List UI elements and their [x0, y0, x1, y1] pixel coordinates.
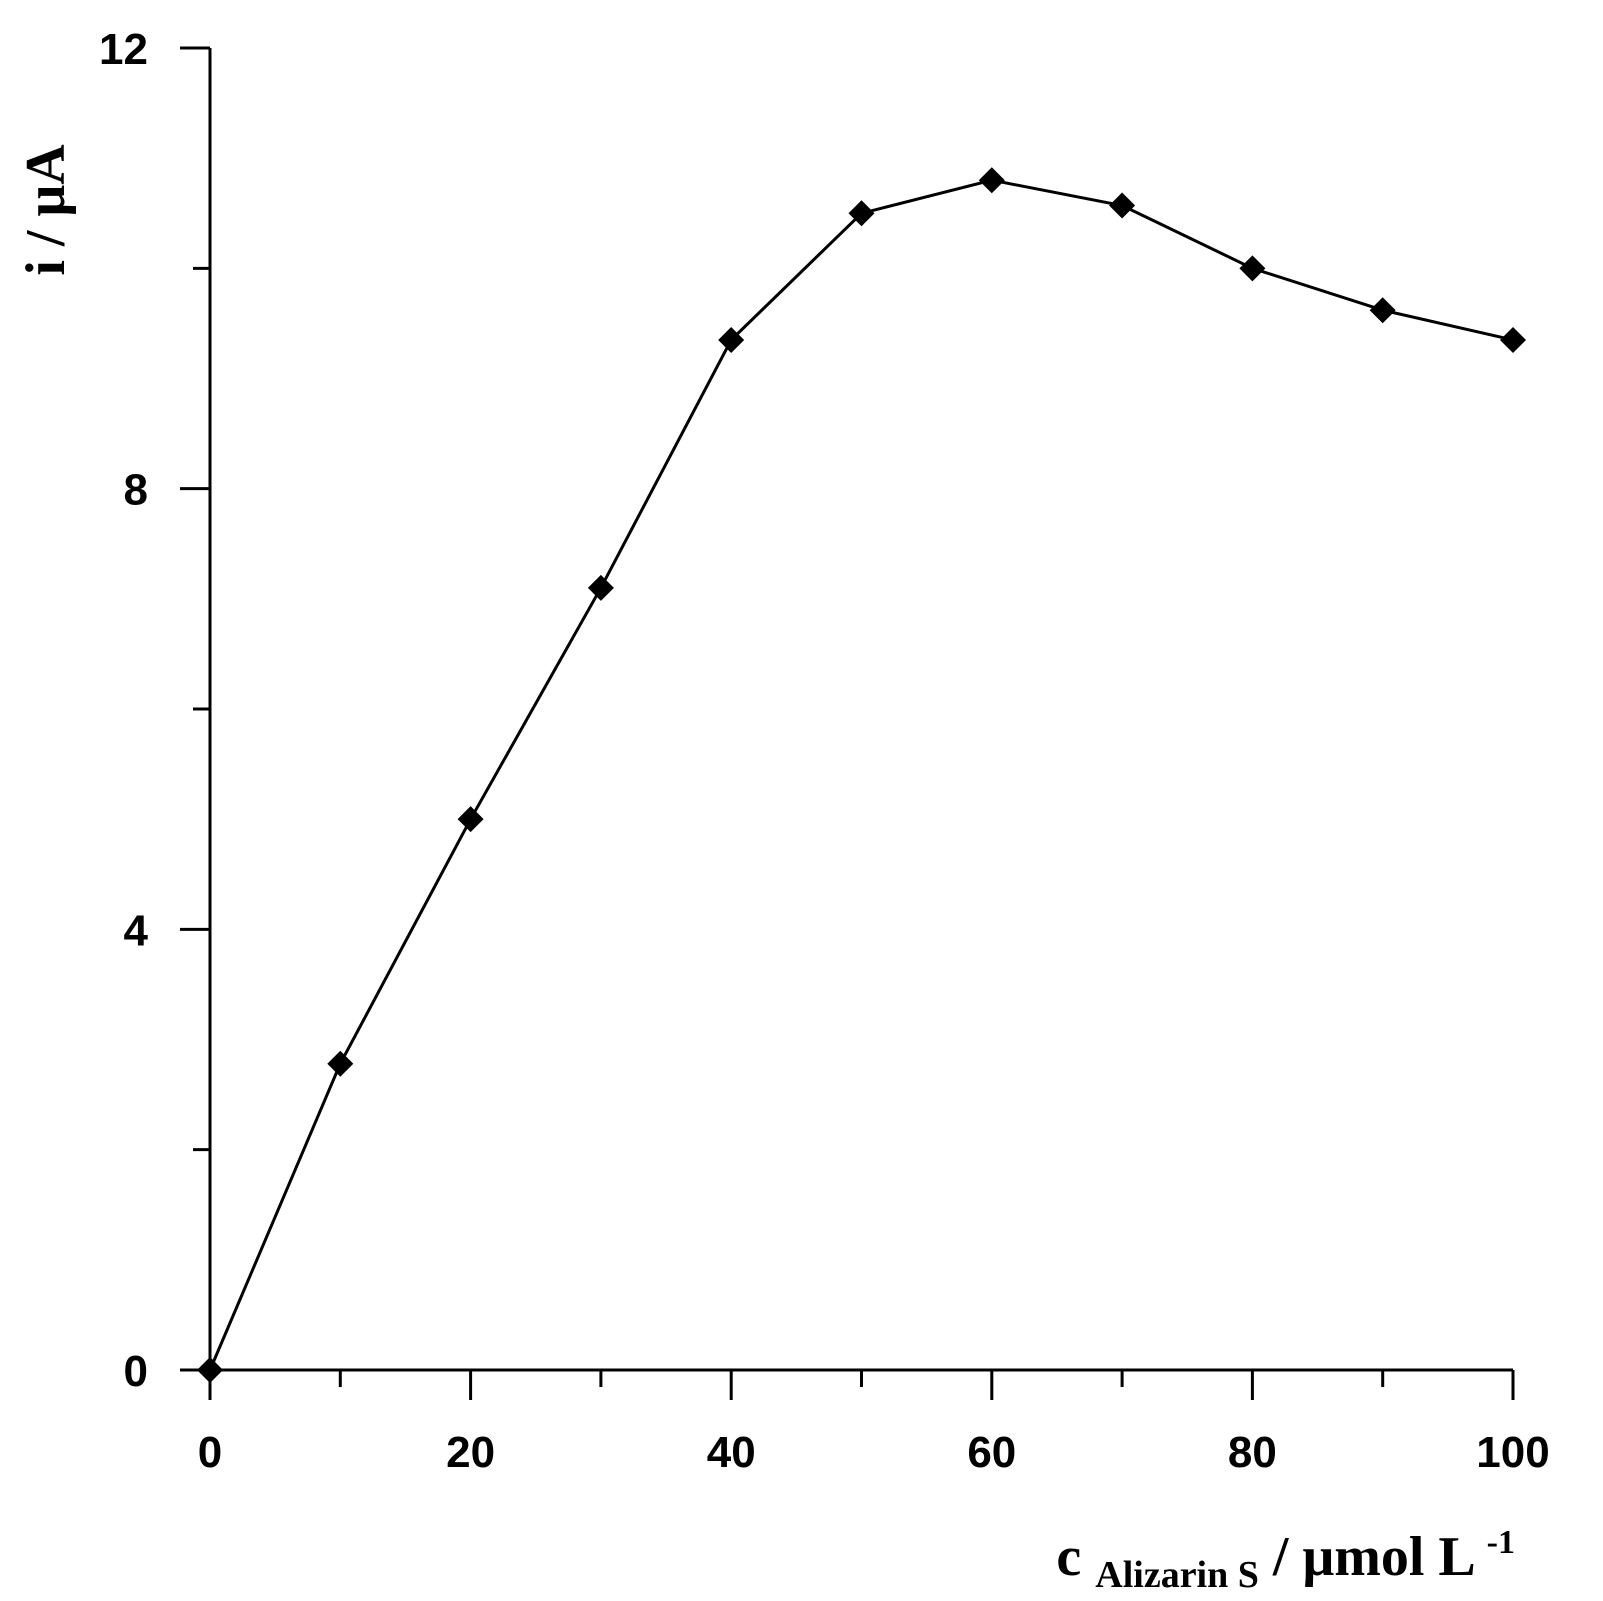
y-tick-label: 0: [124, 1347, 148, 1396]
data-point: [848, 200, 875, 227]
ticks: [180, 46, 1515, 1400]
y-tick-label: 12: [99, 25, 148, 74]
data-point: [197, 1357, 223, 1383]
x-tick-label: 0: [198, 1428, 222, 1477]
data-point: [978, 167, 1005, 194]
data-point: [457, 806, 484, 833]
data-point: [1500, 326, 1526, 353]
data-point: [718, 326, 745, 353]
x-axis-title-main: c: [1056, 1526, 1081, 1588]
data-point: [587, 574, 614, 601]
y-axis-title: i / μA: [15, 144, 77, 276]
x-axis-title-superscript: -1: [1487, 1524, 1515, 1561]
data-markers: [197, 167, 1526, 1383]
x-tick-label: 20: [446, 1428, 495, 1477]
y-tick-label: 8: [124, 466, 148, 515]
data-point: [1239, 255, 1266, 282]
axes: [180, 48, 1513, 1372]
x-axis-title: c Alizarin S / μmol L -1: [1056, 1524, 1515, 1600]
x-tick-label: 80: [1228, 1428, 1277, 1477]
x-tick-label: 40: [707, 1428, 756, 1477]
x-tick-label: 100: [1476, 1428, 1549, 1477]
y-tick-label: 4: [124, 906, 149, 955]
x-axis-title-unit: / μmol L: [1272, 1526, 1474, 1588]
x-axis-title-subscript: Alizarin S: [1095, 1554, 1259, 1596]
data-point: [327, 1050, 354, 1077]
data-point: [1109, 192, 1136, 219]
tick-labels: 0 20 40 60 80 100 0 4 8 12: [99, 25, 1550, 1477]
series-line: [208, 178, 1514, 1371]
data-point: [1369, 297, 1396, 324]
x-tick-label: 60: [967, 1428, 1016, 1477]
